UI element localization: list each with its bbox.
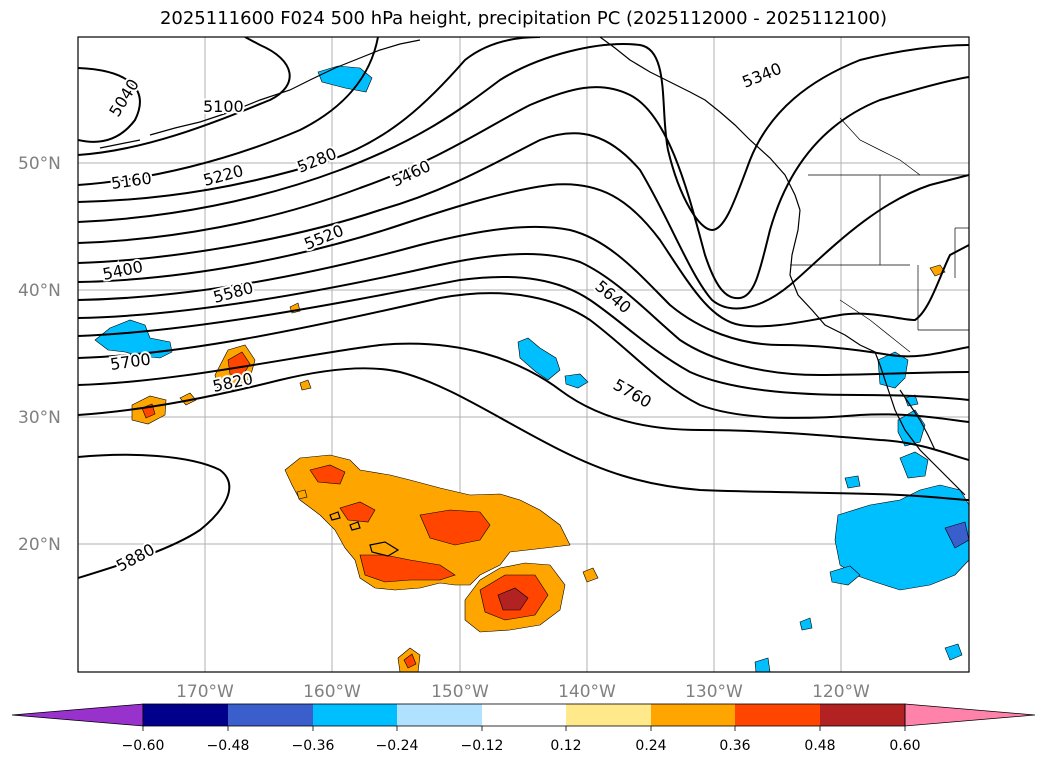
precip-west-1-core bbox=[227, 351, 251, 377]
precip-hawaii-core bbox=[359, 554, 456, 583]
contour-5460 bbox=[78, 183, 969, 328]
colorbar-bin-1 bbox=[143, 704, 228, 726]
borders bbox=[790, 117, 969, 353]
colorbar-bin-4 bbox=[397, 704, 482, 726]
colorbar-bin-8 bbox=[735, 704, 820, 726]
precip-neg-ca bbox=[877, 351, 909, 389]
lon-label-140w: 140°W bbox=[558, 682, 616, 702]
contour-5700 bbox=[78, 292, 969, 423]
colorbar-label-2: −0.48 bbox=[207, 738, 250, 754]
lon-label-160w: 160°W bbox=[303, 682, 361, 702]
precip-small-4 bbox=[582, 567, 599, 583]
lon-label-130w: 130°W bbox=[685, 682, 743, 702]
precip-neg-coast1 bbox=[897, 409, 926, 447]
colorbar-bin-9 bbox=[820, 704, 905, 726]
precip-neg-small3 bbox=[944, 643, 963, 661]
contour-5820 bbox=[78, 367, 969, 501]
colorbar-label-6: 0.12 bbox=[550, 738, 581, 754]
contour-5760 bbox=[78, 342, 969, 461]
lon-label-170w: 170°W bbox=[176, 682, 234, 702]
contour-5100 bbox=[78, 37, 291, 156]
contour-label-5100: 5100 bbox=[203, 97, 244, 116]
precip-southeast-core2 bbox=[497, 587, 529, 611]
colorbar-label-3: −0.36 bbox=[292, 738, 335, 754]
colorbar: −0.60 −0.48 −0.36 −0.24 −0.12 0.12 0.24 … bbox=[11, 703, 1036, 754]
gridlines bbox=[78, 37, 969, 672]
precip-positive bbox=[131, 264, 946, 672]
precip-neg-small4 bbox=[754, 657, 771, 672]
precip-neg-west bbox=[94, 319, 173, 359]
colorbar-bin-3 bbox=[313, 704, 397, 726]
lon-labels: 170°W 160°W 150°W 140°W 130°W 120°W bbox=[176, 682, 870, 702]
precip-neg-small2 bbox=[844, 475, 861, 489]
precip-neg-mexico-core bbox=[944, 521, 969, 549]
contour-5880 bbox=[78, 453, 231, 579]
baja bbox=[899, 389, 936, 451]
colorbar-label-1: −0.60 bbox=[122, 738, 165, 754]
contour-5340 bbox=[78, 76, 969, 300]
colorbar-bin-2 bbox=[228, 704, 313, 726]
precip-hawaii-core2 bbox=[419, 509, 491, 546]
colorbar-label-8: 0.36 bbox=[719, 738, 750, 754]
contour-5280 bbox=[78, 43, 969, 232]
lat-labels: 50°N 40°N 30°N 20°N bbox=[18, 154, 61, 555]
lon-label-120w: 120°W bbox=[812, 682, 870, 702]
precip-negative bbox=[94, 65, 969, 672]
precip-small-3 bbox=[299, 379, 312, 391]
precip-hawaii-core3 bbox=[339, 501, 376, 523]
lon-label-150w: 150°W bbox=[431, 682, 489, 702]
lat-label-50: 50°N bbox=[18, 154, 61, 174]
contour-5580 bbox=[78, 253, 969, 377]
colorbar-frame bbox=[142, 703, 906, 727]
precip-neg-central2 bbox=[564, 373, 589, 389]
colorbar-label-10: 0.60 bbox=[889, 738, 920, 754]
plot-frame bbox=[77, 36, 970, 673]
contour-5400 bbox=[78, 132, 969, 310]
precip-neg-central bbox=[517, 337, 561, 381]
colorbar-bin-7 bbox=[651, 704, 735, 726]
hawaii-2 bbox=[349, 521, 361, 531]
precip-small-7 bbox=[296, 489, 308, 500]
colorbar-label-4: −0.24 bbox=[376, 738, 419, 754]
alaska-peninsula bbox=[149, 39, 421, 136]
contour-5160 bbox=[78, 37, 379, 186]
height-contours bbox=[78, 37, 969, 579]
contour-5220 bbox=[78, 37, 541, 203]
colorbar-label-9: 0.48 bbox=[804, 738, 835, 754]
colorbar-extend-right bbox=[904, 703, 1036, 727]
precip-hawaii-core4 bbox=[309, 464, 346, 485]
precip-neg-small5 bbox=[799, 617, 813, 631]
contour-5640 bbox=[78, 275, 969, 401]
alaska-islands bbox=[99, 139, 141, 149]
contour-5040 bbox=[78, 67, 141, 143]
colorbar-bin-6 bbox=[566, 704, 651, 726]
colorbar-bin-5 bbox=[482, 704, 566, 726]
lat-label-20: 20°N bbox=[18, 535, 61, 555]
precip-neg-small1 bbox=[829, 565, 861, 586]
colorbar-ticks bbox=[142, 726, 906, 731]
hawaii-1 bbox=[369, 541, 400, 557]
colorbar-label-7: 0.24 bbox=[635, 738, 666, 754]
lat-label-40: 40°N bbox=[18, 281, 61, 301]
precip-neg-coast2 bbox=[899, 451, 929, 479]
precip-neg-alaska bbox=[317, 65, 373, 93]
coastlines bbox=[99, 37, 966, 557]
colorbar-label-5: −0.12 bbox=[461, 738, 504, 754]
gulf-alaska-coast bbox=[599, 37, 801, 211]
hawaii-3 bbox=[329, 511, 341, 521]
precip-small-5-core bbox=[403, 653, 417, 669]
contour-5520 bbox=[78, 225, 969, 358]
map-title: 2025111600 F024 500 hPa height, precipit… bbox=[159, 8, 888, 29]
lat-label-30: 30°N bbox=[18, 408, 61, 428]
colorbar-extend-left bbox=[11, 703, 144, 727]
